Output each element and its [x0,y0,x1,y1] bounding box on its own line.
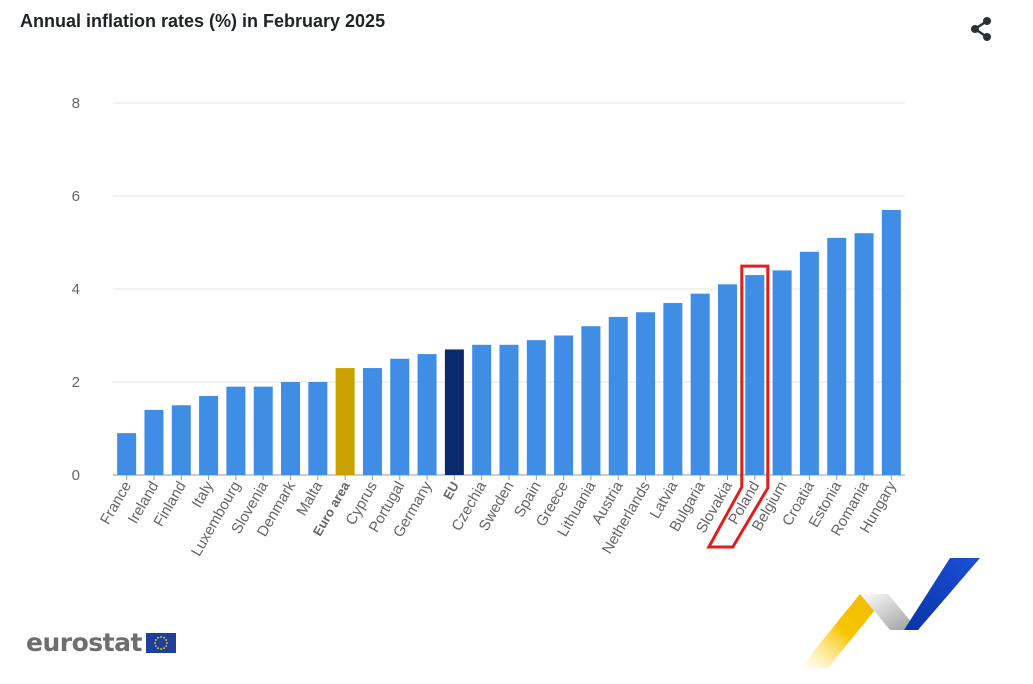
y-tick-label: 2 [72,374,80,391]
eurostat-logo: eurostat [26,628,176,657]
bar-italy [199,395,219,475]
bar-spain [526,340,546,475]
bar-estonia [827,237,847,475]
bar-greece [554,335,574,475]
bar-lithuania [581,326,601,475]
bar-eu [444,349,464,475]
y-tick-label: 8 [72,95,80,112]
bar-latvia [663,302,683,475]
bar-slovenia [253,386,273,475]
bar-czechia [472,344,492,475]
bar-austria [608,316,628,475]
decorative-chevron-graphic [800,558,980,668]
bar-france [117,433,137,475]
highlight-box [706,264,770,549]
bar-luxembourg [226,386,246,475]
bar-portugal [390,358,410,475]
bar-ireland [144,409,164,475]
bar-croatia [799,251,819,475]
share-icon[interactable] [966,14,996,44]
y-tick-label: 4 [72,281,80,298]
bar-germany [417,354,437,475]
bar-romania [854,233,874,475]
y-tick-label: 0 [72,467,80,484]
bar-finland [171,405,191,475]
bar-slovakia [717,284,737,475]
bar-euro-area [335,368,355,475]
eu-flag-icon [145,632,176,653]
chart-title: Annual inflation rates (%) in February 2… [20,11,386,31]
bar-belgium [772,270,792,475]
x-tick-label: EU [440,479,462,502]
bar-denmark [281,382,301,475]
bar-bulgaria [690,293,710,475]
bar-sweden [499,344,519,475]
bar-netherlands [636,312,656,475]
bar-hungary [881,209,901,475]
logo-text: eurostat [26,628,142,657]
bar-cyprus [362,368,382,475]
bar-poland [745,275,765,475]
y-tick-label: 6 [72,188,80,205]
bar-malta [308,382,328,475]
